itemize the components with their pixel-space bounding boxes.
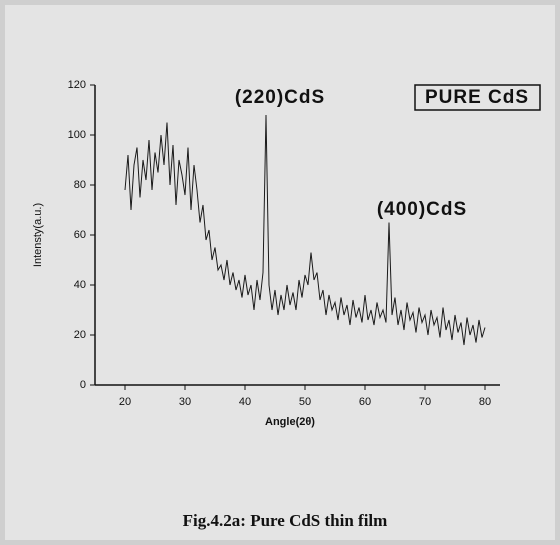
y-axis-label: Intensty(a.u.): [32, 203, 44, 267]
y-tick-label: 20: [74, 329, 86, 341]
y-tick-label: 120: [68, 79, 86, 91]
x-tick-label: 80: [479, 396, 491, 408]
paper: [5, 5, 555, 540]
x-tick-label: 70: [419, 396, 431, 408]
x-axis-label: Angle(2θ): [265, 416, 315, 428]
legend-box: [414, 84, 541, 111]
annotation: (220)CdS: [235, 87, 325, 108]
y-tick-label: 80: [74, 179, 86, 191]
legend-label: PURE CdS: [425, 87, 529, 108]
x-tick-label: 30: [179, 396, 191, 408]
annotation: (400)CdS: [377, 199, 467, 220]
x-tick-label: 50: [299, 396, 311, 408]
y-tick-label: 0: [80, 379, 86, 391]
y-tick-label: 100: [68, 129, 86, 141]
x-tick-label: 40: [239, 396, 251, 408]
x-tick-label: 60: [359, 396, 371, 408]
y-tick-label: 40: [74, 279, 86, 291]
x-tick-label: 20: [119, 396, 131, 408]
caption: Fig.4.2a: Pure CdS thin film: [183, 511, 388, 530]
y-tick-label: 60: [74, 229, 86, 241]
data-line: [124, 114, 486, 346]
